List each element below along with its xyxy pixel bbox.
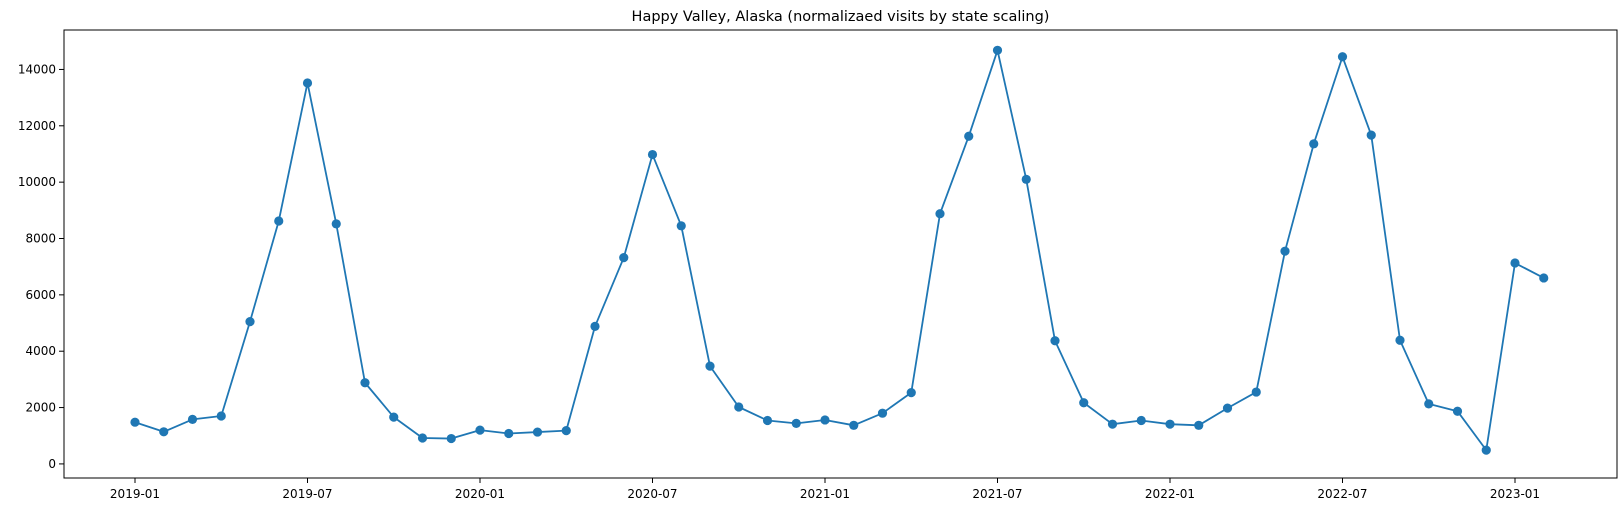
data-point xyxy=(389,412,399,422)
y-tick-label: 12000 xyxy=(18,119,56,133)
data-point xyxy=(992,45,1003,55)
x-tick-label: 2020-01 xyxy=(455,487,505,501)
data-point xyxy=(1539,273,1549,283)
axes-frame xyxy=(63,29,1618,479)
data-point xyxy=(1165,419,1175,429)
data-point xyxy=(877,408,888,418)
x-tick-label: 2020-07 xyxy=(627,487,677,501)
data-point xyxy=(820,415,830,425)
x-tick-label: 2023-01 xyxy=(1490,487,1540,501)
x-tick-label: 2019-07 xyxy=(282,487,332,501)
x-tick-label: 2019-01 xyxy=(110,487,160,501)
data-point xyxy=(849,420,859,430)
data-point xyxy=(331,219,341,229)
data-point xyxy=(647,149,658,160)
data-point xyxy=(446,433,456,444)
data-point xyxy=(1107,419,1118,429)
data-point xyxy=(964,131,974,141)
data-point xyxy=(1395,335,1405,345)
y-tick-label: 0 xyxy=(48,457,56,471)
data-point xyxy=(1510,258,1520,268)
data-point xyxy=(130,417,140,427)
data-point xyxy=(187,414,198,424)
series-layer xyxy=(130,45,1549,455)
data-point xyxy=(1050,336,1060,346)
y-tick-label: 2000 xyxy=(25,401,56,415)
data-point xyxy=(216,411,226,421)
data-point xyxy=(302,78,313,88)
data-point xyxy=(676,221,686,231)
data-point xyxy=(734,402,744,412)
data-point xyxy=(1424,399,1434,409)
data-point xyxy=(1309,139,1319,149)
y-tick-label: 6000 xyxy=(25,288,56,302)
data-point xyxy=(1337,52,1348,62)
x-tick-label: 2021-01 xyxy=(800,487,850,501)
x-axis: 2019-01 2019-07 2020-01 2020-07 2021-01 2021-… xyxy=(110,478,1540,501)
data-point xyxy=(1280,246,1290,256)
y-tick-label: 14000 xyxy=(18,62,56,76)
x-tick-label: 2021-07 xyxy=(972,487,1022,501)
chart-title: Happy Valley, Alaska (normalizaed visits… xyxy=(632,9,1050,25)
data-point xyxy=(504,428,514,439)
y-tick-label: 4000 xyxy=(25,344,56,358)
data-point xyxy=(475,425,485,435)
data-point xyxy=(1481,445,1491,455)
x-tick-label: 2022-07 xyxy=(1317,487,1367,501)
y-tick-label: 10000 xyxy=(18,175,56,189)
data-point xyxy=(762,415,773,426)
series-line xyxy=(134,49,1545,452)
data-point xyxy=(1251,387,1261,397)
data-point xyxy=(1079,398,1089,408)
data-point xyxy=(245,317,255,327)
data-point xyxy=(1452,406,1463,416)
data-point xyxy=(159,427,169,437)
data-point xyxy=(1136,415,1146,426)
data-point xyxy=(561,426,571,436)
plot-frame xyxy=(63,29,1618,479)
data-point xyxy=(532,427,543,437)
y-tick-label: 8000 xyxy=(25,232,56,246)
data-point xyxy=(274,216,284,226)
data-point xyxy=(935,209,945,219)
x-tick-label: 2022-01 xyxy=(1145,487,1195,501)
data-point xyxy=(590,321,600,332)
data-point xyxy=(1194,420,1204,430)
data-point xyxy=(1021,174,1031,184)
data-point xyxy=(705,361,715,371)
data-point xyxy=(1366,130,1376,140)
y-axis: 0 2000 4000 6000 8000 10000 12000 14000 xyxy=(18,62,64,471)
data-point xyxy=(906,388,916,398)
data-point xyxy=(417,433,428,443)
data-point xyxy=(619,253,629,263)
data-point xyxy=(1222,403,1233,413)
data-point xyxy=(360,378,370,388)
data-point xyxy=(791,418,801,428)
